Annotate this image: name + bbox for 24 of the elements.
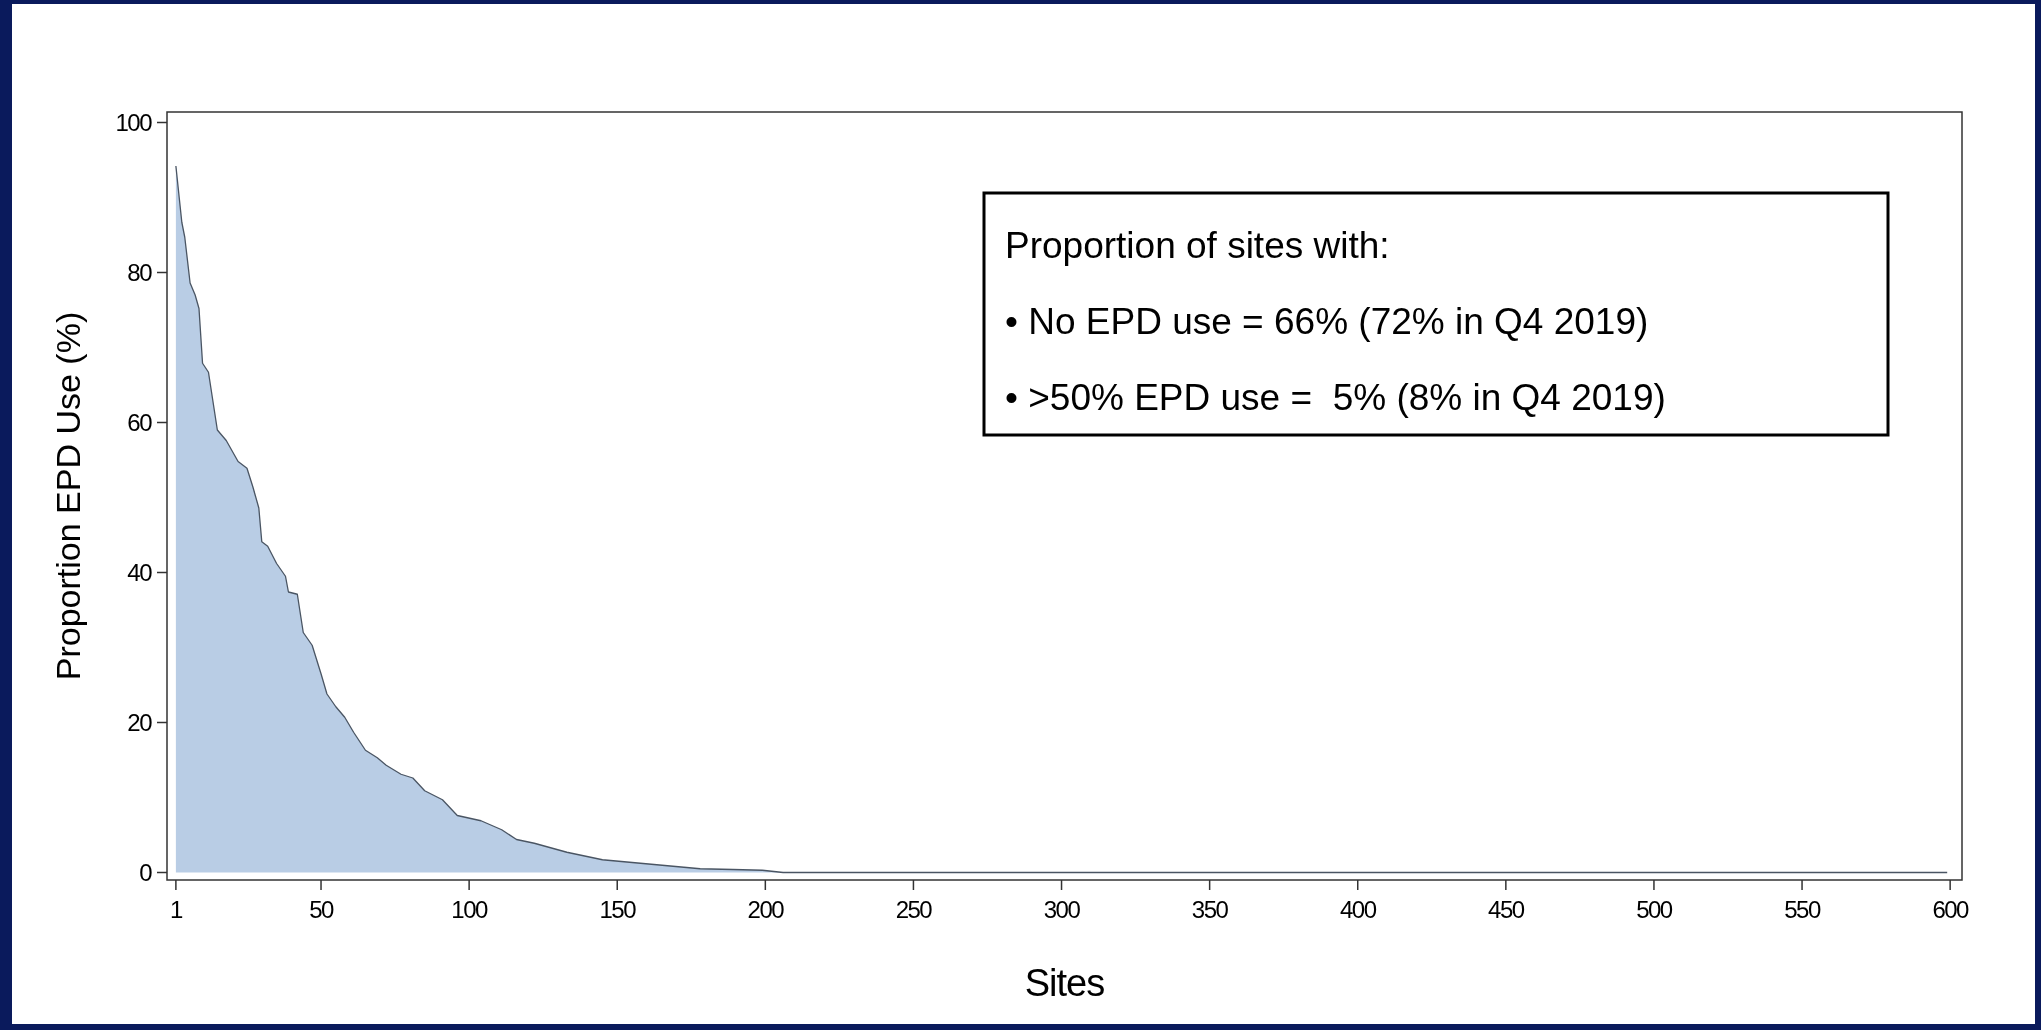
x-tick-label: 1 bbox=[169, 896, 183, 923]
x-tick-label: 100 bbox=[451, 896, 489, 923]
annotation: Proportion of sites with: bbox=[1005, 225, 1390, 266]
y-tick-label: 20 bbox=[127, 708, 153, 736]
x-tick-label: 50 bbox=[309, 896, 335, 923]
y-tick-label: 40 bbox=[127, 558, 153, 586]
x-tick-label: 300 bbox=[1043, 896, 1081, 923]
y-axis-title: Proportion EPD Use (%) bbox=[49, 311, 87, 681]
x-tick-label: 250 bbox=[895, 896, 933, 923]
annotation: • No EPD use = 66% (72% in Q4 2019) bbox=[1005, 301, 1649, 342]
x-tick-label: 400 bbox=[1339, 896, 1377, 923]
x-tick-label: 200 bbox=[747, 896, 785, 923]
x-tick-label: 450 bbox=[1488, 896, 1525, 923]
annotation: • >50% EPD use = 5% (8% in Q4 2019) bbox=[1005, 377, 1666, 418]
x-tick-label: 150 bbox=[599, 896, 637, 923]
y-tick-label: 80 bbox=[127, 258, 153, 286]
y-tick-label: 100 bbox=[115, 108, 153, 136]
y-tick-label: 0 bbox=[139, 858, 153, 886]
y-tick-label: 60 bbox=[127, 408, 153, 436]
x-axis-title: Sites bbox=[1024, 962, 1105, 1004]
x-tick-label: 500 bbox=[1636, 896, 1673, 923]
x-tick-label: 550 bbox=[1784, 896, 1821, 923]
x-tick-label: 350 bbox=[1191, 896, 1229, 923]
x-tick-label: 600 bbox=[1932, 896, 1970, 923]
